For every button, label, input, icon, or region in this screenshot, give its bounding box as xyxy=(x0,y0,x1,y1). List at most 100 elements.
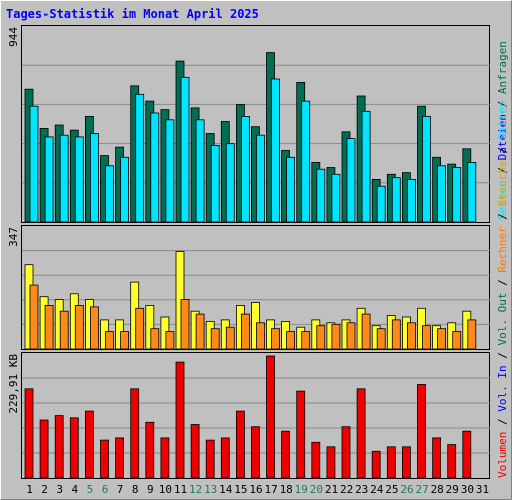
x-tick-label: 10 xyxy=(159,483,172,496)
bar-volumen-day-2 xyxy=(39,419,49,479)
bar-volumen-day-16 xyxy=(251,426,260,479)
bar-rechner-day-28 xyxy=(437,328,447,350)
bar-volumen-day-12 xyxy=(190,424,200,479)
x-tick-label: 29 xyxy=(446,483,459,496)
bar-rechner-day-20 xyxy=(316,325,326,350)
bar-dateien-day-26 xyxy=(406,178,416,223)
bar-volumen-day-23 xyxy=(356,388,366,479)
legend-entry: / xyxy=(496,160,509,180)
bar-dateien-day-19 xyxy=(301,100,311,223)
bar-dateien-day-8 xyxy=(135,93,145,223)
legend-entry: Dateien xyxy=(496,114,509,160)
bar-dateien-day-24 xyxy=(376,185,386,223)
top-max-label: 944 xyxy=(7,27,20,47)
bar-dateien-day-28 xyxy=(437,165,447,223)
bar-besuche-day-9 xyxy=(145,304,155,350)
x-tick-label: 2 xyxy=(41,483,48,496)
x-tick-label: 3 xyxy=(56,483,63,496)
bar-rechner-day-9 xyxy=(150,328,160,350)
x-tick-label: 1 xyxy=(26,483,33,496)
bar-dateien-day-7 xyxy=(120,156,129,223)
x-tick-label: 23 xyxy=(355,483,368,496)
x-tick-label: 14 xyxy=(219,483,233,496)
bar-dateien-day-12 xyxy=(195,119,205,223)
bar-rechner-day-16 xyxy=(256,322,265,350)
bar-volumen-day-18 xyxy=(281,430,291,479)
bar-volumen-day-13 xyxy=(205,439,215,479)
bar-rechner-day-3 xyxy=(59,310,69,350)
bar-volumen-day-26 xyxy=(401,446,411,479)
x-tick-label: 9 xyxy=(147,483,154,496)
bar-volumen-day-4 xyxy=(69,417,79,479)
bar-volumen-day-8 xyxy=(130,388,140,479)
bar-dateien-day-21 xyxy=(331,173,341,223)
x-tick-label: 19 xyxy=(295,483,308,496)
x-tick-label: 28 xyxy=(431,483,444,496)
bar-dateien-day-5 xyxy=(90,133,99,223)
bar-volumen-day-20 xyxy=(311,441,321,479)
bar-rechner-day-27 xyxy=(422,325,431,350)
bar-volumen-day-19 xyxy=(296,390,306,479)
x-tick-label: 21 xyxy=(325,483,338,496)
x-tick-labels: 1 2 3 4 5 6 7 8 9 10 11 12 13 14 15 16 17 18 19 20 21 22 23 24 2… xyxy=(26,483,489,496)
x-tick-label: 7 xyxy=(117,483,124,496)
bar-dateien-day-29 xyxy=(452,167,462,223)
middle-max-label: 347 xyxy=(7,227,20,247)
bar-volumen-day-27 xyxy=(417,383,426,479)
bar-rechner-day-2 xyxy=(44,304,54,350)
bar-dateien-day-4 xyxy=(74,136,84,223)
bar-dateien-day-15 xyxy=(240,116,250,223)
bar-volumen-day-10 xyxy=(160,437,170,479)
legend-entry: Seiten xyxy=(496,180,509,220)
x-tick-label: 11 xyxy=(174,483,187,496)
bar-rechner-day-13 xyxy=(210,328,220,350)
bar-rechner-day-30 xyxy=(467,319,477,350)
bar-rechner-day-10 xyxy=(165,331,175,350)
x-tick-label: 18 xyxy=(280,483,293,496)
legend-entry: / xyxy=(496,412,509,432)
bar-rechner-day-14 xyxy=(225,326,235,350)
bar-dateien-day-10 xyxy=(165,119,175,223)
legend-entry: Seiten xyxy=(496,100,509,140)
bar-dateien-day-6 xyxy=(105,165,114,223)
bar-volumen-day-5 xyxy=(85,410,94,479)
x-tick-label: 4 xyxy=(71,483,78,496)
x-tick-label: 20 xyxy=(310,483,323,496)
bar-dateien-day-23 xyxy=(361,110,371,223)
x-tick-label: 22 xyxy=(340,483,353,496)
bar-rechner-day-17 xyxy=(271,328,280,350)
x-tick-label: 6 xyxy=(102,483,109,496)
legend-bottom: Volumen / Vol. In / Vol. Out / Rechner /… xyxy=(496,100,509,478)
x-tick-label: 5 xyxy=(87,483,94,496)
x-tick-label: 25 xyxy=(385,483,398,496)
x-tick-label: 26 xyxy=(400,483,413,496)
bar-dateien-day-17 xyxy=(271,78,280,223)
bar-rechner-day-15 xyxy=(240,313,250,350)
bar-volumen-day-11 xyxy=(175,361,185,479)
legend-entry: / xyxy=(496,206,509,226)
x-tick-label: 24 xyxy=(370,483,384,496)
x-tick-label: 16 xyxy=(249,483,262,496)
bar-rechner-day-23 xyxy=(361,313,371,350)
bar-dateien-day-30 xyxy=(467,161,477,223)
bar-volumen-day-28 xyxy=(432,437,442,479)
bar-rechner-day-19 xyxy=(301,331,311,350)
bar-dateien-day-22 xyxy=(346,138,356,223)
bar-volumen-day-9 xyxy=(145,421,155,479)
bar-rechner-day-25 xyxy=(391,319,401,350)
x-tick-label: 12 xyxy=(189,483,202,496)
bar-dateien-day-3 xyxy=(59,134,69,223)
bar-dateien-day-9 xyxy=(150,112,160,223)
legend-entry: Rechner xyxy=(496,226,509,273)
x-tick-label: 8 xyxy=(132,483,139,496)
bar-dateien-day-2 xyxy=(44,136,54,223)
bar-rechner-day-5 xyxy=(90,306,99,350)
legend-entry: Vol. Out xyxy=(496,293,509,346)
bar-volumen-day-21 xyxy=(326,446,336,479)
legend-entry: / xyxy=(496,346,509,366)
bar-rechner-day-11 xyxy=(180,299,190,350)
bar-volumen-day-3 xyxy=(54,415,64,479)
bar-rechner-day-29 xyxy=(452,331,462,350)
bar-dateien-day-14 xyxy=(225,143,235,223)
bar-rechner-day-24 xyxy=(376,328,386,350)
